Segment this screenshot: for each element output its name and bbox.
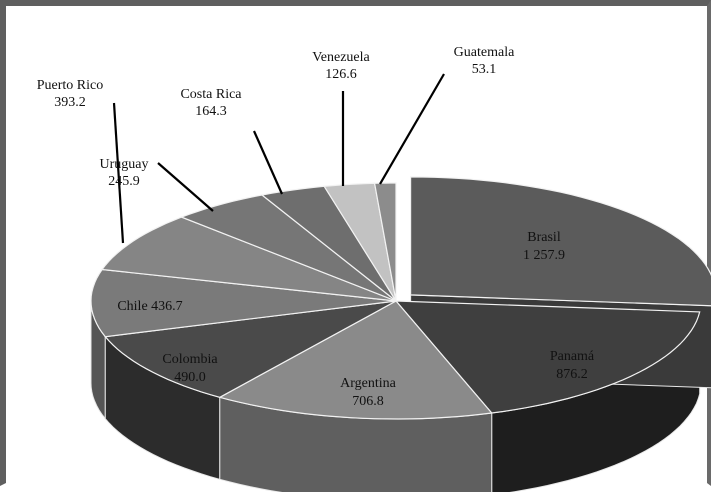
label-panama: Panamá 876.2: [550, 349, 595, 382]
label-argentina-value: 706.8: [352, 394, 384, 409]
slice-costa-rica: [260, 185, 397, 302]
label-venezuela: Venezuela 126.6: [312, 50, 370, 82]
label-costa-rica-name: Costa Rica: [180, 87, 242, 102]
label-panama-name: Panamá: [550, 349, 595, 364]
leader-line-puerto-rico: [112, 102, 125, 244]
label-venezuela-name: Venezuela: [312, 50, 370, 65]
slice-argentina: [218, 300, 493, 420]
slice-guatemala: [373, 182, 397, 302]
slice-labels: Brasil 1 257.9 Panamá 876.2 Argentina 706.8 Co…: [37, 45, 595, 409]
label-colombia-name: Colombia: [162, 352, 218, 367]
label-argentina-name: Argentina: [340, 376, 397, 391]
label-guatemala: Guatemala 53.1: [454, 45, 515, 77]
label-puerto-rico-name: Puerto Rico: [37, 78, 104, 93]
label-brasil-name: Brasil: [527, 230, 561, 245]
label-colombia-value: 490.0: [174, 370, 206, 385]
label-panama-value: 876.2: [556, 367, 588, 382]
slice-brasil: [410, 176, 711, 307]
label-colombia: Colombia 490.0: [162, 352, 218, 385]
label-puerto-rico: Puerto Rico 393.2: [37, 78, 104, 110]
label-uruguay-value: 245.9: [108, 174, 140, 189]
slice-puerto-rico: [100, 216, 397, 302]
label-guatemala-value: 53.1: [472, 62, 497, 77]
leader-line-costa-rica: [252, 130, 284, 195]
label-costa-rica-value: 164.3: [195, 104, 227, 119]
label-argentina: Argentina 706.8: [340, 376, 397, 409]
label-chile: Chile 436.7: [117, 299, 182, 314]
leader-lines: [112, 73, 445, 244]
slice-panama: [394, 300, 701, 414]
slice-colombia: [104, 300, 397, 398]
label-guatemala-name: Guatemala: [454, 45, 515, 60]
pie-chart: Brasil 1 257.9 Panamá 876.2 Argentina 706.8 Co…: [37, 45, 711, 492]
label-costa-rica: Costa Rica 164.3: [180, 87, 242, 119]
label-uruguay: Uruguay 245.9: [100, 157, 149, 189]
label-venezuela-value: 126.6: [325, 67, 357, 82]
label-puerto-rico-value: 393.2: [54, 95, 86, 110]
slice-venezuela: [323, 182, 397, 302]
slice-chile: [90, 268, 397, 338]
label-brasil: Brasil 1 257.9: [523, 230, 565, 263]
slice-uruguay: [179, 194, 397, 302]
leader-line-guatemala: [379, 73, 445, 185]
label-uruguay-name: Uruguay: [100, 157, 149, 172]
label-brasil-value: 1 257.9: [523, 248, 565, 263]
pie-top-faces: [90, 176, 711, 420]
leader-line-uruguay: [157, 162, 214, 212]
